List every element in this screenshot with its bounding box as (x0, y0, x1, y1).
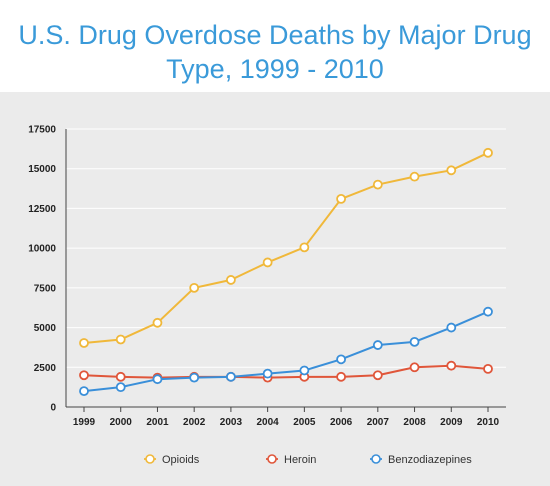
data-point-opioids (152, 317, 163, 328)
y-tick-label: 7500 (34, 283, 57, 294)
legend-marker-heroin (267, 454, 277, 464)
x-tick-label: 2001 (146, 417, 169, 428)
data-point-opioids (446, 165, 457, 176)
data-point-benzodiazepines (483, 306, 493, 317)
data-point-benzodiazepines (409, 336, 420, 347)
data-point-heroin (115, 371, 126, 382)
series-line-benzodiazepines (83, 310, 489, 393)
data-point-opioids (336, 193, 346, 204)
chart-title: U.S. Drug Overdose Deaths by Major Drug … (18, 20, 532, 84)
data-point-benzodiazepines (226, 371, 236, 382)
title-band: U.S. Drug Overdose Deaths by Major Drug … (0, 0, 550, 92)
x-tick-label: 2009 (440, 417, 463, 428)
x-tick-label: 2010 (477, 417, 500, 428)
data-point-opioids (226, 275, 236, 285)
x-tick-label: 2002 (183, 417, 206, 428)
y-tick-label: 12500 (28, 204, 56, 215)
data-point-benzodiazepines (299, 365, 310, 376)
data-point-heroin (446, 360, 457, 371)
data-point-benzodiazepines (446, 322, 457, 333)
x-tick-label: 2006 (330, 417, 353, 428)
data-point-heroin (79, 370, 89, 381)
data-point-opioids (372, 179, 383, 190)
y-tick-label: 15000 (28, 164, 56, 175)
data-point-benzodiazepines (262, 368, 273, 379)
y-tick-label: 2500 (34, 363, 57, 374)
x-tick-label: 2008 (403, 417, 426, 428)
data-point-opioids (299, 242, 310, 253)
plot-area (66, 129, 506, 407)
data-point-heroin (483, 363, 493, 374)
x-tick-label: 2004 (257, 417, 280, 428)
legend-marker-benzodiazepines (371, 454, 381, 464)
data-point-heroin (336, 371, 346, 382)
legend-label-heroin: Heroin (284, 454, 316, 466)
data-point-benzodiazepines (372, 340, 383, 350)
x-tick-label: 2003 (220, 417, 243, 428)
data-point-benzodiazepines (152, 374, 163, 385)
data-point-heroin (372, 370, 383, 381)
data-point-benzodiazepines (336, 354, 346, 365)
data-point-benzodiazepines (79, 386, 89, 397)
legend-marker-opioids (145, 454, 155, 464)
y-tick-label: 0 (50, 403, 56, 414)
legend-label-benzodiazepines: Benzodiazepines (388, 454, 472, 466)
y-tick-label: 10000 (28, 244, 56, 255)
x-tick-label: 2007 (367, 417, 390, 428)
data-point-benzodiazepines (115, 382, 126, 393)
data-point-opioids (409, 171, 420, 182)
y-tick-label: 5000 (34, 323, 57, 334)
data-point-opioids (262, 257, 273, 268)
x-tick-label: 2000 (110, 417, 133, 428)
data-point-opioids (483, 147, 493, 158)
x-tick-label: 1999 (73, 417, 96, 428)
legend-label-opioids: Opioids (162, 454, 200, 466)
data-point-opioids (189, 282, 200, 293)
data-point-benzodiazepines (189, 372, 200, 383)
series-line-opioids (83, 151, 489, 344)
x-tick-label: 2005 (293, 417, 316, 428)
series-line-heroin (83, 364, 489, 379)
data-point-opioids (115, 334, 126, 345)
y-tick-label: 17500 (28, 125, 56, 136)
data-point-opioids (79, 338, 89, 348)
data-point-heroin (409, 362, 420, 373)
